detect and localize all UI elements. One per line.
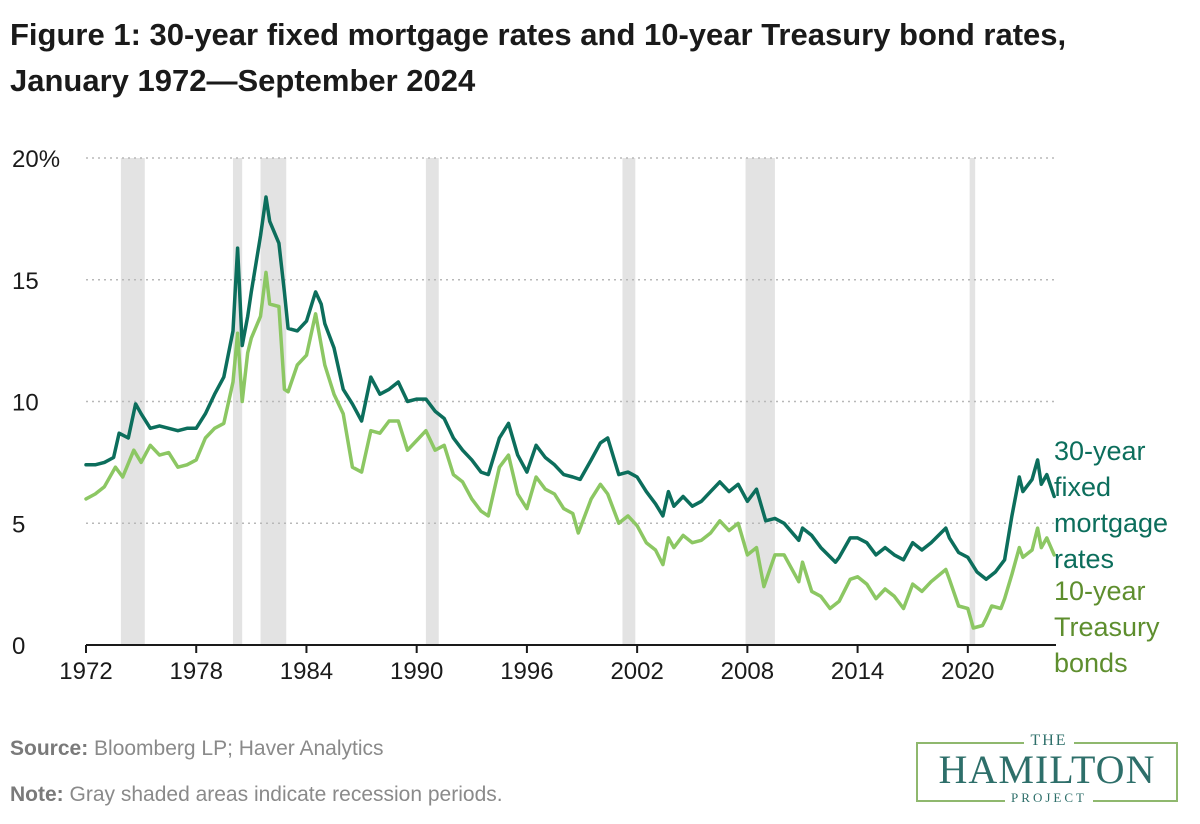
hamilton-project-logo: THE HAMILTON PROJECT [916,732,1182,806]
x-tick-label-2002: 2002 [610,658,663,685]
x-tick-label-2014: 2014 [831,658,884,685]
y-tick-label-10: 10 [12,390,39,417]
x-tick-label-2020: 2020 [941,658,994,685]
chart-area: 0 5 10 15 20% 1972 1978 1984 1990 1996 2002 2008 201… [12,146,1168,685]
recession-band-6 [969,158,976,645]
mortgage-label-line-0: 30-year [1054,436,1146,466]
note-line: Note: Gray shaded areas indicate recessi… [10,783,503,807]
x-tick-label-2008: 2008 [721,658,774,685]
source-label: Source: [10,737,89,760]
treasury-label-line-0: 10-year [1054,576,1146,606]
y-tick-label-5: 5 [12,511,25,538]
y-tick-label-20: 20% [12,146,60,173]
note-text: Gray shaded areas indicate recession per… [63,783,503,806]
series-line-treasury [84,270,1056,630]
x-tick-label-1984: 1984 [280,658,333,685]
logo-main-text: HAMILTON [938,747,1156,792]
note-label: Note: [10,783,64,806]
x-tick-label-1996: 1996 [500,658,553,685]
y-tick-label-0: 0 [12,633,25,660]
treasury-label-line-1: Treasury [1054,612,1160,642]
mortgage-label-line-3: rates [1054,544,1114,574]
source-text: Bloomberg LP; Haver Analytics [88,737,384,760]
x-tick-label-1990: 1990 [390,658,443,685]
mortgage-label-line-1: fixed [1054,472,1111,502]
treasury-label-line-2: bonds [1054,648,1128,678]
y-tick-label-15: 15 [12,268,39,295]
logo-top-text: THE [1024,732,1074,749]
series-line-mortgage [84,195,1056,582]
x-tick-label-1972: 1972 [59,658,112,685]
source-line: Source: Bloomberg LP; Haver Analytics [10,737,384,761]
recession-band-0 [120,158,145,645]
logo-bottom-text: PROJECT [1005,790,1093,805]
chart-title: Figure 1: 30-year fixed mortgage rates a… [10,17,1067,98]
x-tick-label-1978: 1978 [170,658,223,685]
mortgage-label-line-2: mortgage [1054,508,1168,538]
